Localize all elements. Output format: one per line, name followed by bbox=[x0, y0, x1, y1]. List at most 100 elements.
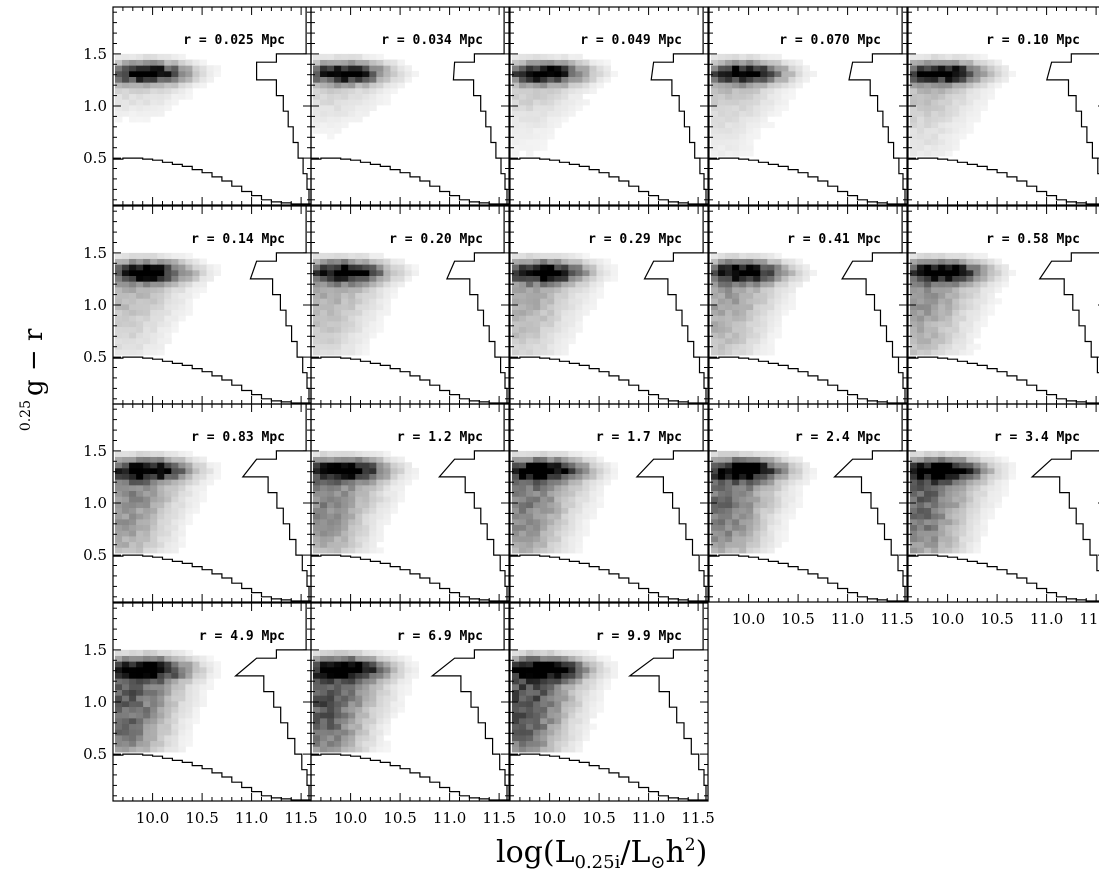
density-cell bbox=[136, 286, 144, 294]
density-cell bbox=[136, 82, 144, 89]
density-cell bbox=[718, 59, 726, 66]
density-cell bbox=[327, 541, 335, 548]
density-cell bbox=[519, 110, 527, 117]
density-cell bbox=[802, 275, 810, 282]
density-cell bbox=[114, 252, 123, 259]
density-cell bbox=[178, 303, 186, 311]
density-cell bbox=[952, 133, 960, 140]
density-cell bbox=[114, 298, 123, 305]
density-cell bbox=[390, 65, 398, 72]
density-cell bbox=[129, 76, 137, 83]
density-cell bbox=[952, 456, 960, 463]
density-cell bbox=[718, 127, 726, 134]
density-cell bbox=[320, 467, 328, 474]
density-cell bbox=[980, 281, 988, 288]
density-cell bbox=[959, 490, 967, 497]
density-cell bbox=[746, 298, 754, 305]
density-cell bbox=[917, 286, 925, 294]
density-cell bbox=[959, 121, 967, 129]
density-cell bbox=[924, 258, 932, 265]
luminosity-histogram bbox=[908, 356, 1099, 404]
density-cell bbox=[938, 150, 946, 157]
density-cell bbox=[383, 264, 391, 271]
density-cell bbox=[171, 490, 179, 497]
density-cell bbox=[554, 338, 562, 345]
density-cell bbox=[157, 700, 165, 708]
density-cell bbox=[157, 286, 165, 294]
density-cell bbox=[157, 479, 165, 486]
density-cell bbox=[568, 70, 576, 77]
density-cell bbox=[511, 343, 520, 350]
density-cell bbox=[206, 70, 214, 77]
density-cell bbox=[952, 320, 960, 328]
density-cell bbox=[760, 456, 768, 463]
density-cell bbox=[746, 530, 754, 537]
density-cell bbox=[994, 298, 1002, 305]
density-cell bbox=[404, 269, 412, 276]
density-cell bbox=[355, 473, 363, 480]
density-cell bbox=[725, 536, 733, 543]
density-cell bbox=[369, 501, 377, 509]
density-cell bbox=[178, 53, 186, 60]
density-cell bbox=[909, 150, 918, 157]
density-cell bbox=[909, 536, 918, 543]
density-cell bbox=[341, 524, 349, 531]
density-cell bbox=[931, 332, 939, 339]
density-cell bbox=[341, 286, 349, 294]
density-cell bbox=[760, 53, 768, 60]
density-cell bbox=[767, 473, 775, 480]
density-cell bbox=[312, 93, 321, 100]
density-cell bbox=[519, 530, 527, 537]
density-cell bbox=[178, 467, 186, 474]
density-cell bbox=[710, 490, 719, 497]
density-cell bbox=[739, 496, 747, 503]
density-cell bbox=[540, 649, 548, 656]
density-cell bbox=[987, 82, 995, 89]
density-cell bbox=[383, 683, 391, 691]
density-cell bbox=[917, 65, 925, 72]
density-cell bbox=[143, 467, 151, 474]
density-cell bbox=[143, 349, 151, 356]
density-cell bbox=[526, 513, 534, 520]
density-cell bbox=[533, 547, 541, 554]
density-cell bbox=[519, 661, 527, 668]
density-cell bbox=[924, 518, 932, 526]
density-cell bbox=[206, 264, 214, 271]
density-cell bbox=[511, 723, 520, 730]
density-cell bbox=[966, 338, 974, 345]
density-cell bbox=[122, 326, 130, 333]
density-cell bbox=[739, 76, 747, 83]
density-cell bbox=[710, 269, 719, 276]
density-cell bbox=[362, 547, 370, 554]
density-cell bbox=[753, 116, 761, 123]
density-cell bbox=[122, 530, 130, 537]
density-cell bbox=[938, 332, 946, 339]
density-cell bbox=[760, 292, 768, 299]
density-cell bbox=[931, 496, 939, 503]
density-cell bbox=[369, 746, 377, 753]
density-cell bbox=[973, 518, 981, 526]
density-cell bbox=[369, 672, 377, 679]
density-cell bbox=[185, 735, 193, 742]
density-cell bbox=[150, 264, 158, 271]
density-cell bbox=[547, 456, 555, 463]
density-cell bbox=[114, 723, 123, 730]
density-cell bbox=[1001, 281, 1009, 288]
density-cell bbox=[710, 99, 719, 106]
density-cell bbox=[987, 473, 995, 480]
density-cell bbox=[383, 723, 391, 730]
density-cell bbox=[164, 479, 172, 486]
density-cell bbox=[924, 326, 932, 333]
density-cell bbox=[547, 275, 555, 282]
density-cell bbox=[397, 490, 405, 497]
density-cell bbox=[143, 536, 151, 543]
density-cell bbox=[746, 53, 754, 60]
density-cell bbox=[980, 518, 988, 526]
density-cell bbox=[511, 127, 520, 134]
density-cell bbox=[129, 729, 137, 736]
density-cell bbox=[143, 70, 151, 77]
density-cell bbox=[774, 99, 782, 106]
color-histogram bbox=[643, 206, 707, 404]
density-cell bbox=[334, 683, 342, 691]
density-cell bbox=[390, 286, 398, 294]
